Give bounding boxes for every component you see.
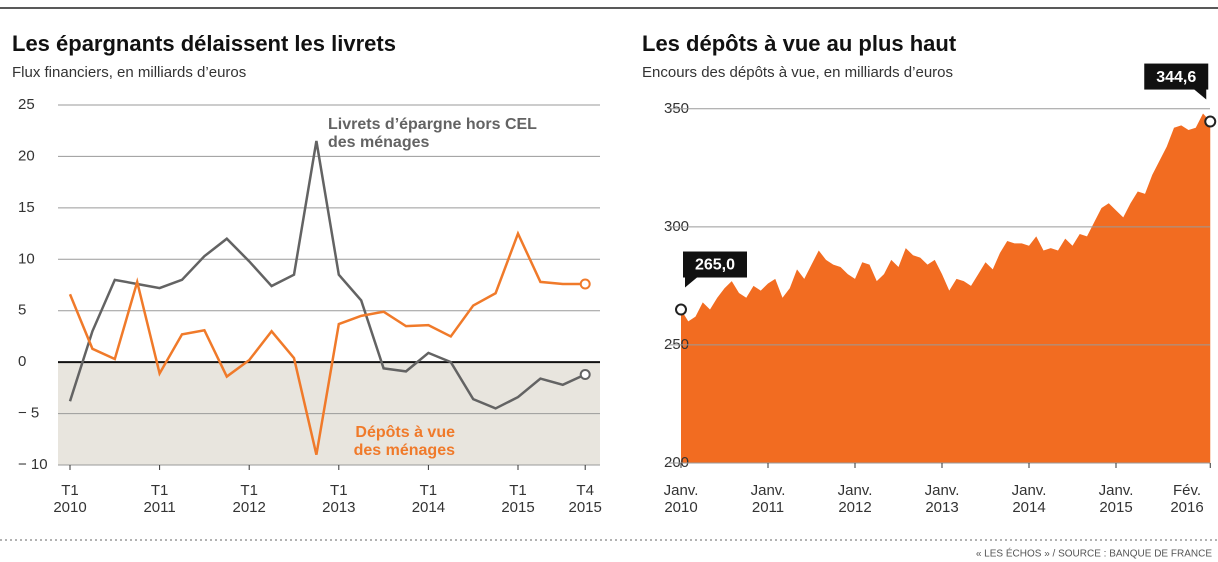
chart-subtitle: Flux financiers, en milliards d’euros	[12, 64, 246, 81]
end-point	[579, 368, 591, 380]
label-pointer	[685, 277, 697, 288]
x-tick-label: T1 2012	[232, 482, 266, 516]
x-tick-label: T1 2013	[322, 482, 356, 516]
y-tick-label: − 5	[18, 405, 39, 422]
label-box	[683, 251, 747, 278]
x-tick-label: T1 2014	[411, 482, 446, 516]
y-tick-label: 25	[18, 96, 35, 113]
x-tick-label: T4 2015	[568, 482, 602, 516]
y-tick-label: 0	[18, 353, 26, 370]
y-tick-label: 10	[18, 250, 35, 267]
x-tick-label: Janv. 2014	[1011, 482, 1047, 516]
y-tick-label: 200	[664, 454, 689, 471]
x-tick-label: Fév. 2016	[1170, 482, 1204, 516]
series-label: Dépôts à vue des ménages	[353, 424, 455, 459]
series-line	[68, 230, 586, 455]
x-tick-label: T1 2011	[143, 482, 176, 516]
value-label: 265,0	[695, 257, 735, 274]
x-tick-label: Janv. 2010	[663, 482, 699, 516]
value-label: 344,6	[1156, 69, 1196, 86]
chart-title: Les épargnants délaissent les livrets	[12, 31, 396, 56]
label-pointer	[1194, 89, 1207, 100]
y-tick-label: − 10	[18, 456, 48, 473]
x-tick-label: Janv. 2013	[924, 482, 960, 516]
x-tick-label: T1 2010	[53, 482, 87, 516]
area	[681, 113, 1211, 464]
end-point	[675, 303, 687, 316]
x-tick-label: Janv. 2011	[750, 482, 786, 516]
x-tick-label: Janv. 2012	[837, 482, 873, 516]
y-tick-label: 5	[18, 302, 26, 319]
chart-title: Les dépôts à vue au plus haut	[642, 31, 957, 56]
y-tick-label: 15	[18, 199, 35, 216]
series-line	[68, 140, 586, 410]
chart-subtitle: Encours des dépôts à vue, en milliards d…	[642, 64, 953, 81]
source: « LES ÉCHOS » / SOURCE : BANQUE DE FRANC…	[976, 547, 1212, 560]
label-box	[1144, 63, 1209, 90]
x-tick-label: Janv. 2015	[1098, 482, 1134, 516]
end-point	[1204, 115, 1217, 128]
x-tick-label: T1 2015	[501, 482, 535, 516]
y-tick-label: 350	[664, 100, 689, 117]
end-point	[579, 278, 591, 290]
y-tick-label: 20	[18, 147, 35, 164]
series-label: Livrets d’épargne hors CEL des ménages	[328, 116, 537, 151]
y-tick-label: 250	[664, 336, 689, 353]
y-tick-label: 300	[664, 218, 689, 235]
